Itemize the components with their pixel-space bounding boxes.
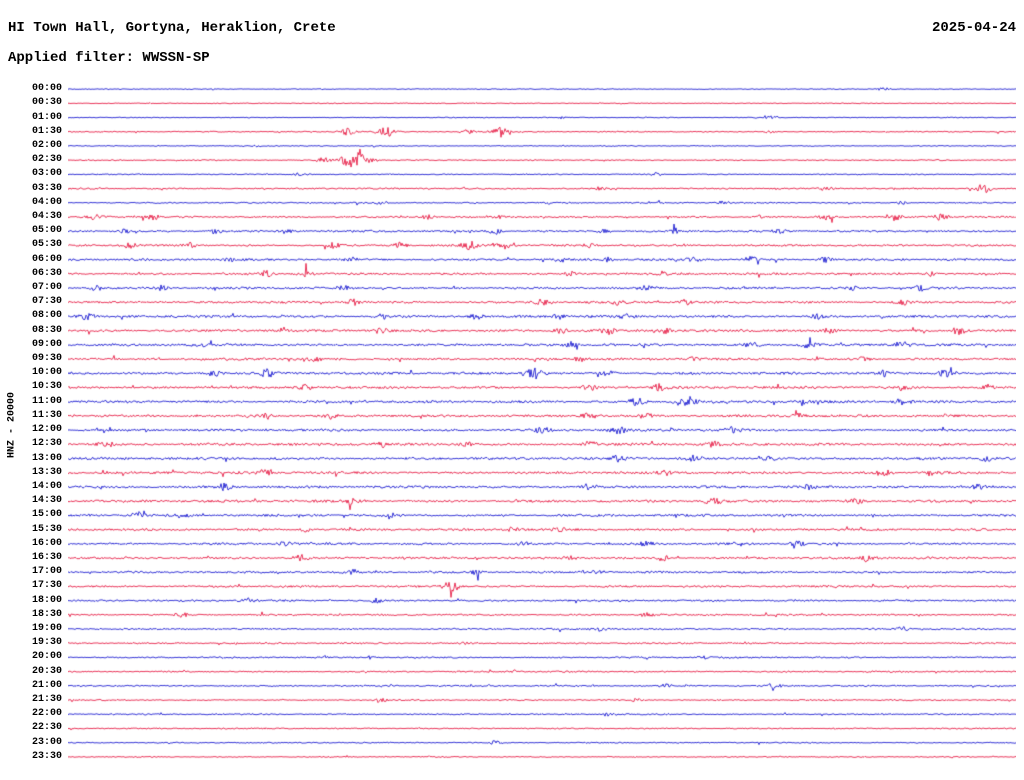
time-label: 07:30 [31,296,62,308]
time-label: 03:00 [31,168,62,180]
time-label: 16:30 [31,551,62,563]
applied-filter-label: Applied filter: WWSSN-SP [8,50,210,66]
date-label: 2025-04-24 [931,20,1016,36]
time-label: 03:30 [31,182,62,194]
time-label: 08:30 [31,324,62,336]
time-label: 20:30 [31,665,62,677]
time-label: 00:00 [31,83,62,95]
time-label: 02:00 [31,139,62,151]
time-label: 23:00 [31,736,62,748]
time-label: 09:30 [31,353,62,365]
time-label: 19:00 [31,623,62,635]
time-label: 14:00 [31,480,62,492]
time-label: 04:00 [31,196,62,208]
station-title: HI Town Hall, Gortyna, Heraklion, Crete [8,20,336,36]
time-label: 17:30 [31,580,62,592]
time-label: 07:00 [31,282,62,294]
time-label: 22:00 [31,708,62,720]
time-label: 16:00 [31,537,62,549]
time-label: 13:30 [31,466,62,478]
time-label: 10:30 [31,381,62,393]
time-label: 18:30 [31,608,62,620]
time-label: 04:30 [31,210,62,222]
time-label: 23:30 [31,750,62,762]
time-label: 22:30 [31,722,62,734]
time-label: 11:30 [31,409,62,421]
time-label: 15:00 [31,509,62,521]
time-label: 21:00 [31,679,62,691]
time-label: 14:30 [31,495,62,507]
time-label: 06:30 [31,267,62,279]
time-label: 06:00 [31,253,62,265]
time-label: 17:00 [31,566,62,578]
time-label: 13:00 [31,452,62,464]
time-label: 00:30 [31,97,62,109]
time-label: 20:00 [31,651,62,663]
time-label: 11:00 [31,395,62,407]
seismogram-trace-canvas [68,82,1016,764]
time-label: 12:30 [31,438,62,450]
time-axis-labels: 00:00 00:30 01:00 01:30 02:00 02:30 03:00 03:30… [0,0,64,780]
time-label: 05:30 [31,239,62,251]
time-label: 02:30 [31,154,62,166]
time-label: 21:30 [31,694,62,706]
time-label: 18:00 [31,594,62,606]
time-label: 09:00 [31,338,62,350]
time-label: 15:30 [31,523,62,535]
time-label: 05:00 [31,225,62,237]
time-label: 10:00 [31,367,62,379]
time-label: 19:30 [31,637,62,649]
time-label: 01:00 [31,111,62,123]
time-label: 12:00 [31,424,62,436]
time-label: 08:00 [31,310,62,322]
time-label: 01:30 [31,125,62,137]
